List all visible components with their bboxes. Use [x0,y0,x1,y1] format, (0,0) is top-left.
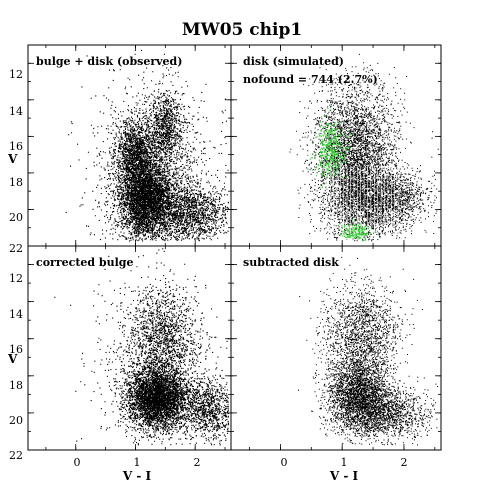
ytick-label: 18 [9,176,23,189]
data-points-corrected [54,248,230,446]
x-axis-label-right: V - I [329,469,359,483]
ytick-label: 18 [9,379,23,392]
simulated-streaks [326,165,399,234]
ytick-label: 22 [9,242,23,255]
figure-title: MW05 chip1 [182,20,302,40]
panel-label-simulated: disk (simulated) [243,55,344,68]
ytick-label: 14 [9,105,23,118]
x-axis-label-left: V - I [122,469,152,483]
ytick-label: 12 [9,68,23,81]
ytick-label: 14 [9,308,23,321]
ytick-label: 20 [9,211,23,224]
y-axis-label-top: V [7,152,18,166]
points-subtracted [298,256,438,446]
ytick-label: 20 [9,414,23,427]
ytick-label: 22 [9,449,23,462]
points-corrected [54,248,230,446]
xtick-label: 0 [74,456,81,469]
ytick-label: 12 [9,272,23,285]
panel-frame-subtracted [230,245,442,451]
data-points-observed [65,49,229,242]
xtick-label: 1 [341,456,348,469]
xtick-label: 0 [281,456,288,469]
ytick-label: 16 [9,140,23,153]
panel-label-subtracted: subtracted disk [243,256,339,269]
xtick-label: 2 [194,456,201,469]
axis-ticks [28,44,441,451]
xtick-label: 1 [134,456,141,469]
data-points-subtracted [298,256,438,446]
panel-label-corrected: corrected bulge [36,256,133,269]
points-observed [65,49,229,242]
data-points-not-found [306,108,381,242]
panel-label-observed: bulge + disk (observed) [36,55,182,68]
ytick-label: 16 [9,343,23,356]
xtick-label: 2 [401,456,408,469]
y-axis-label-bottom: V [7,352,18,366]
annotation-nofound: nofound = 744 (2.7%) [243,73,378,86]
points-simulated-not-found [306,108,381,242]
